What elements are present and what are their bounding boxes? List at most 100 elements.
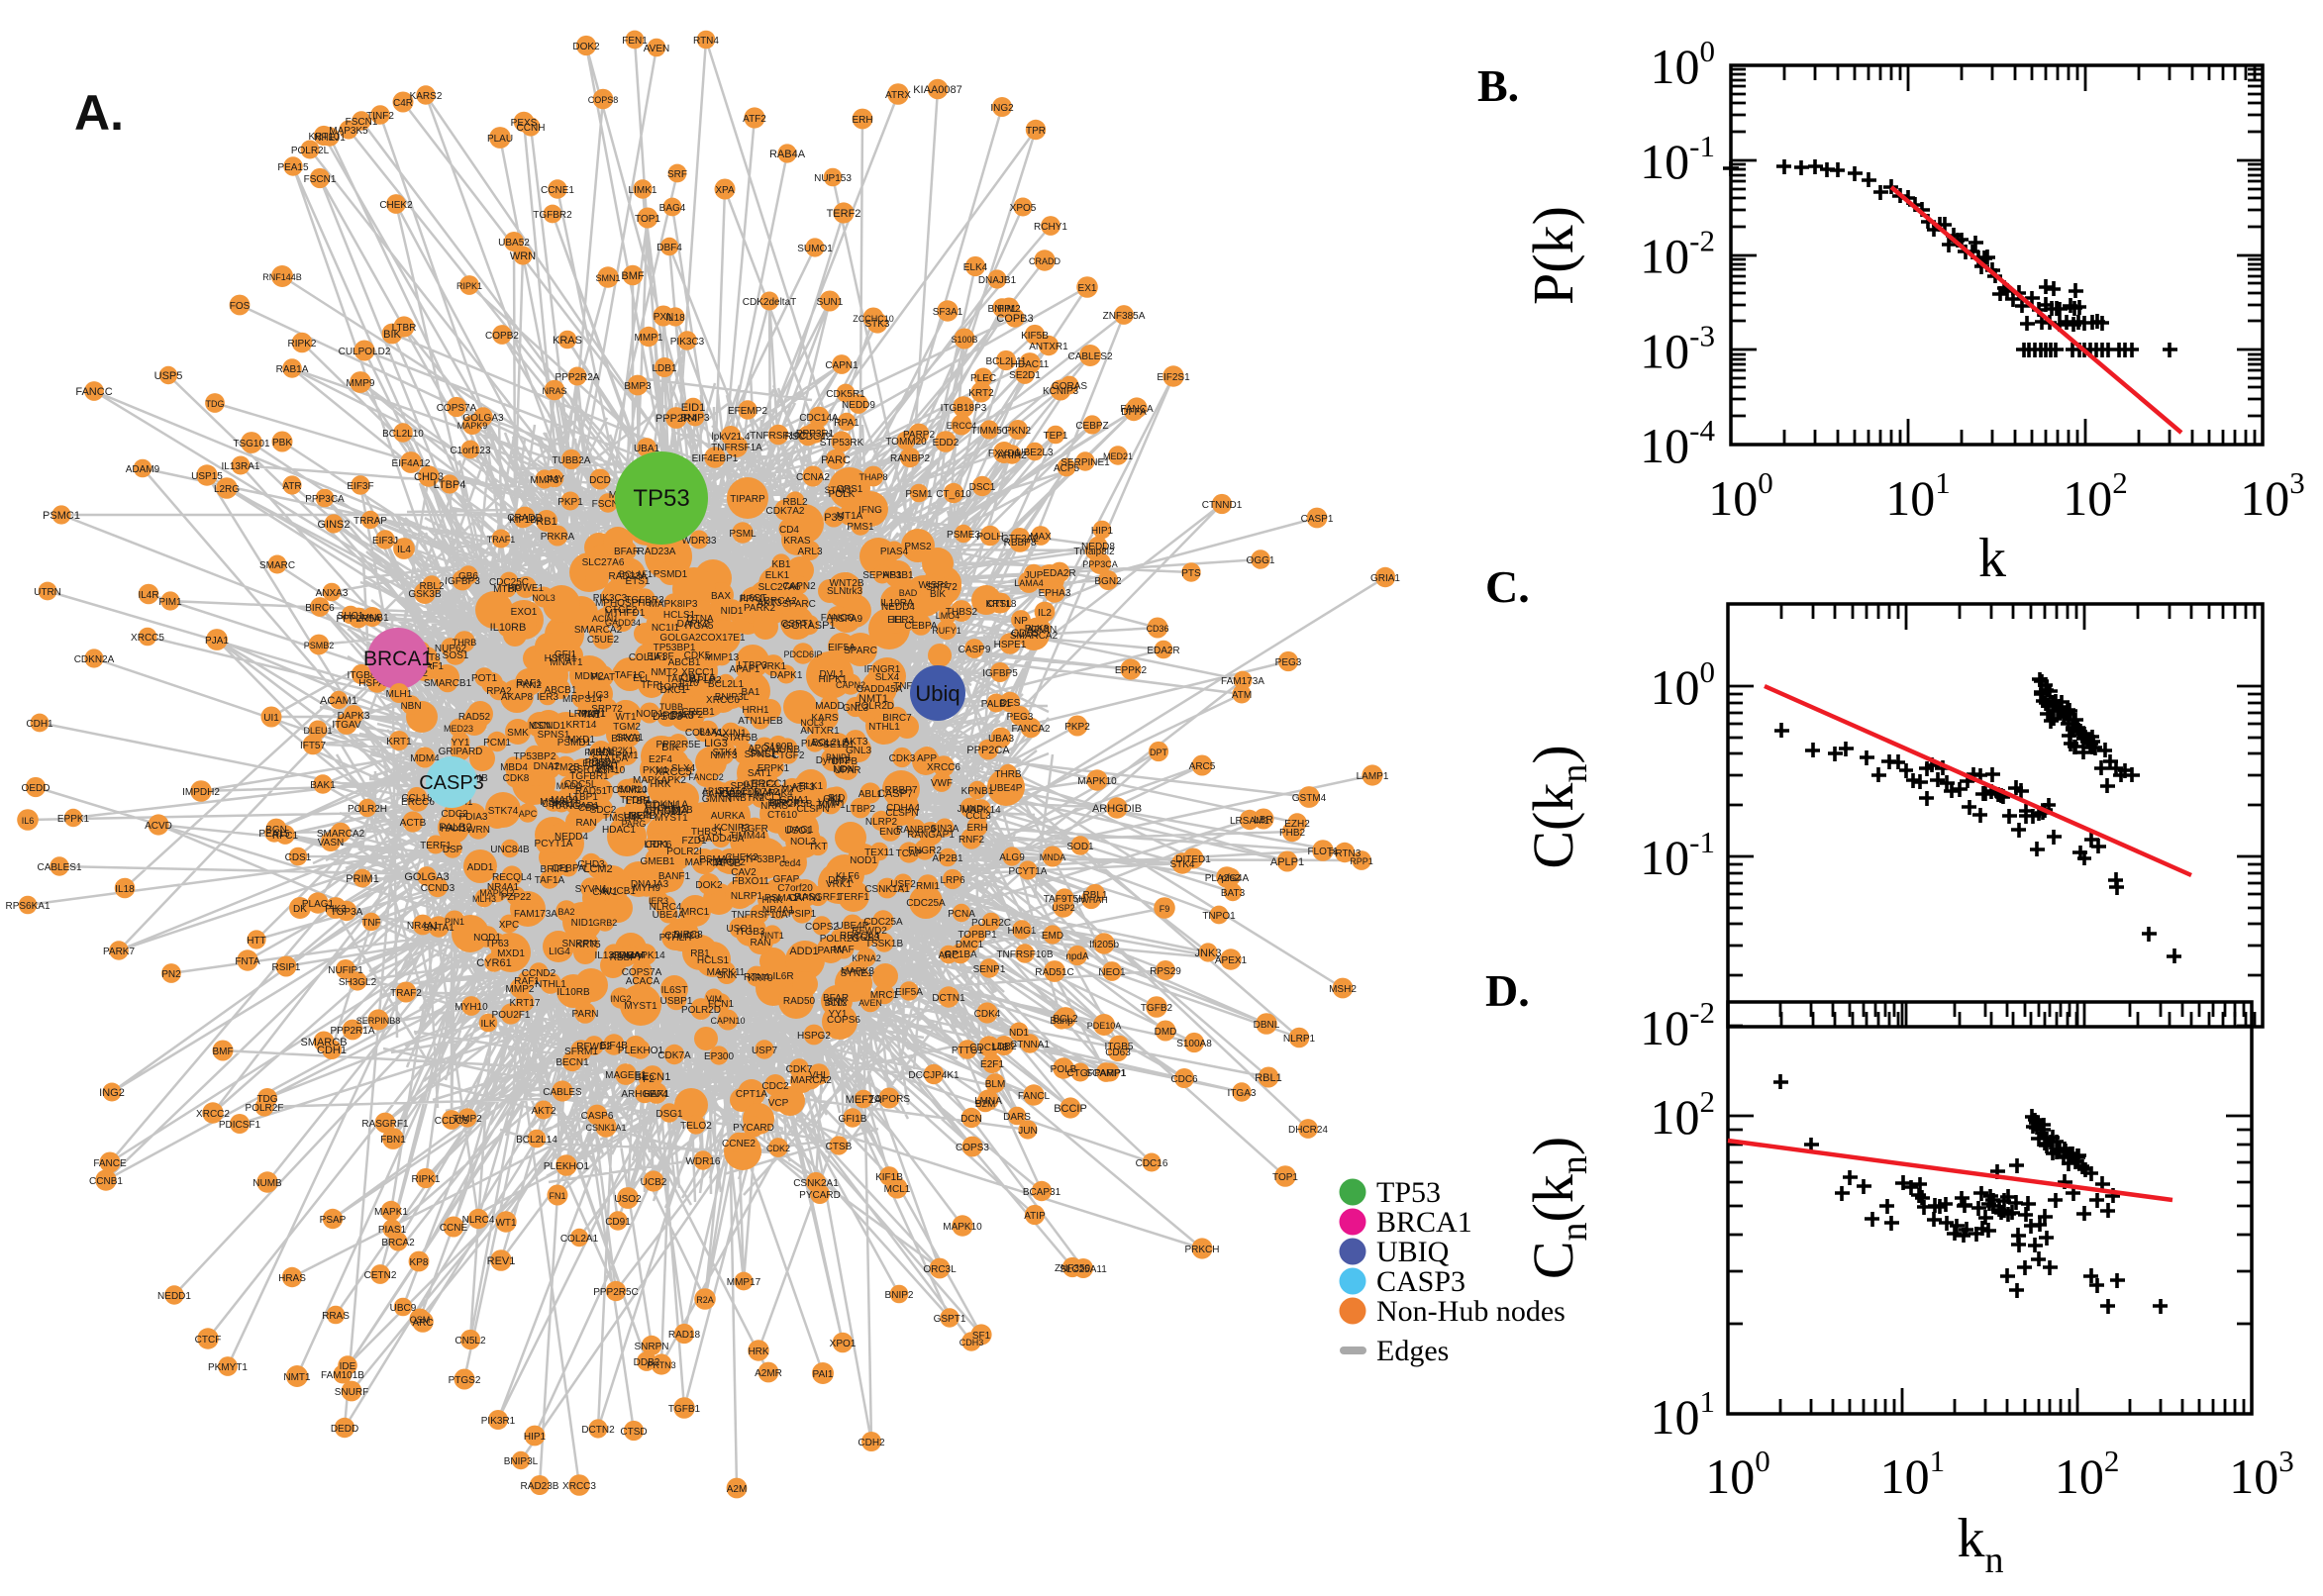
svg-text:PPP3R1: PPP3R1 <box>796 429 835 440</box>
svg-text:ERH: ERH <box>852 115 872 126</box>
svg-text:AVEN: AVEN <box>858 998 882 1008</box>
svg-text:MADD: MADD <box>815 701 844 712</box>
svg-text:PARN: PARN <box>571 1009 598 1020</box>
svg-text:DOK2: DOK2 <box>572 42 600 52</box>
svg-text:BIRC7: BIRC7 <box>882 713 912 724</box>
svg-text:BNIPL: BNIPL <box>988 304 1017 315</box>
svg-text:EIF3F: EIF3F <box>347 481 373 492</box>
svg-text:GNL3: GNL3 <box>843 703 869 714</box>
svg-text:PARP2: PARP2 <box>903 430 935 441</box>
svg-text:GTF2A2: GTF2A2 <box>1001 534 1039 545</box>
svg-text:RECQL4: RECQL4 <box>492 872 532 883</box>
svg-text:SNRPN: SNRPN <box>634 1342 668 1352</box>
svg-text:MADD: MADD <box>556 781 583 791</box>
svg-text:TIMM50: TIMM50 <box>971 426 1008 437</box>
svg-text:EP300: EP300 <box>704 1051 734 1062</box>
svg-text:KB1: KB1 <box>772 559 791 570</box>
svg-text:ITGA5: ITGA5 <box>685 621 714 632</box>
svg-text:RSIP1: RSIP1 <box>272 962 301 973</box>
svg-text:TOP1: TOP1 <box>635 214 660 225</box>
svg-text:IFNG: IFNG <box>858 505 882 516</box>
svg-text:POLR2H: POLR2H <box>348 804 387 815</box>
svg-text:GOLGA2: GOLGA2 <box>659 633 701 644</box>
svg-text:PKP1: PKP1 <box>557 497 583 508</box>
svg-text:KIF1B: KIF1B <box>875 1172 903 1183</box>
svg-text:TGFB1: TGFB1 <box>668 1404 701 1415</box>
svg-text:DMC1: DMC1 <box>956 940 984 950</box>
svg-text:BIRC8: BIRC8 <box>611 734 641 745</box>
svg-text:RBBP7: RBBP7 <box>885 785 918 796</box>
svg-text:BGN: BGN <box>265 825 287 836</box>
svg-text:PPP2R5B: PPP2R5B <box>767 799 812 810</box>
svg-text:PIK3R1: PIK3R1 <box>481 1416 516 1427</box>
svg-text:EFEMP2: EFEMP2 <box>728 406 767 417</box>
svg-text:USP15: USP15 <box>191 471 223 482</box>
svg-text:PJA1: PJA1 <box>205 636 229 647</box>
svg-text:CASP6: CASP6 <box>581 1111 614 1122</box>
svg-text:ACIN1: ACIN1 <box>592 614 619 624</box>
svg-text:JUND: JUND <box>958 804 984 815</box>
svg-text:RECQL4: RECQL4 <box>840 931 879 942</box>
svg-text:ING2: ING2 <box>990 103 1014 114</box>
svg-text:AKT2: AKT2 <box>531 1106 556 1117</box>
svg-text:PDCD6IP: PDCD6IP <box>783 649 822 659</box>
svg-text:KARS2: KARS2 <box>410 91 443 102</box>
svg-text:ITGB5: ITGB5 <box>1105 1042 1134 1052</box>
svg-text:DCCJP4K1: DCCJP4K1 <box>908 1070 960 1081</box>
svg-text:CLSPN: CLSPN <box>796 804 829 815</box>
svg-text:TOMM20: TOMM20 <box>606 785 648 796</box>
svg-text:CTSL: CTSL <box>986 599 1012 610</box>
svg-text:CHD3: CHD3 <box>577 859 605 870</box>
svg-text:RB1: RB1 <box>690 948 710 959</box>
svg-text:TINF2: TINF2 <box>366 111 394 122</box>
svg-text:Tnfaip8l2: Tnfaip8l2 <box>1073 547 1115 557</box>
svg-text:ARL3: ARL3 <box>797 547 822 557</box>
svg-text:RASGRF1: RASGRF1 <box>794 892 842 903</box>
svg-text:USO1: USO1 <box>726 924 754 935</box>
svg-text:CSNK2A1: CSNK2A1 <box>793 1178 839 1189</box>
svg-text:WRN: WRN <box>510 250 536 262</box>
svg-text:ITM2B: ITM2B <box>663 805 693 816</box>
svg-text:SUMO1: SUMO1 <box>797 244 833 254</box>
svg-text:PSML: PSML <box>729 529 757 540</box>
svg-text:TRRAP: TRRAP <box>354 516 387 527</box>
svg-text:JUP: JUP <box>1025 570 1044 581</box>
svg-text:CCNB1: CCNB1 <box>89 1176 123 1187</box>
svg-text:MDM2: MDM2 <box>574 671 604 682</box>
svg-text:OGG1: OGG1 <box>1247 555 1275 566</box>
svg-text:ITGB3: ITGB3 <box>852 933 880 944</box>
svg-text:EIF4EBP1: EIF4EBP1 <box>692 453 739 464</box>
svg-text:PEA15: PEA15 <box>258 829 290 840</box>
svg-text:ZNF385A: ZNF385A <box>1103 311 1146 322</box>
svg-text:BAG4: BAG4 <box>659 203 686 214</box>
svg-text:CAPN10: CAPN10 <box>710 1016 745 1026</box>
svg-text:KIF5B: KIF5B <box>1021 331 1049 342</box>
svg-text:ELK1: ELK1 <box>765 570 790 581</box>
svg-text:RIPK1: RIPK1 <box>412 1174 441 1185</box>
svg-text:RNF2: RNF2 <box>959 835 985 846</box>
svg-text:MYST1: MYST1 <box>655 813 688 824</box>
svg-text:FXYD6: FXYD6 <box>988 449 1021 459</box>
svg-text:KP8: KP8 <box>410 1257 429 1268</box>
svg-text:LAMP1: LAMP1 <box>1357 771 1389 782</box>
svg-text:10-4: 10-4 <box>1640 413 1715 473</box>
svg-text:WT1: WT1 <box>495 1218 517 1229</box>
svg-text:ATN1HEB: ATN1HEB <box>738 716 783 727</box>
svg-text:SLNtrk3: SLNtrk3 <box>827 586 863 597</box>
svg-text:WISP1: WISP1 <box>918 580 950 591</box>
svg-text:DDB2: DDB2 <box>634 1357 660 1368</box>
svg-text:AP1B1: AP1B1 <box>702 786 730 796</box>
svg-text:POLH: POLH <box>976 532 1003 543</box>
svg-text:IL10RA: IL10RA <box>880 598 914 609</box>
svg-text:A2M: A2M <box>727 1484 748 1495</box>
svg-text:DNAJA3: DNAJA3 <box>631 879 669 890</box>
svg-text:PHB2: PHB2 <box>1279 828 1306 839</box>
svg-text:PPP2R4: PPP2R4 <box>656 413 697 425</box>
svg-text:KRT2: KRT2 <box>968 388 994 399</box>
svg-text:IL6ST: IL6ST <box>661 985 688 996</box>
svg-text:MARCA2: MARCA2 <box>790 1075 832 1086</box>
svg-text:MMP13: MMP13 <box>705 652 740 663</box>
svg-text:PSMA1: PSMA1 <box>699 854 733 865</box>
svg-text:ADAM9: ADAM9 <box>126 464 160 475</box>
svg-text:IER3: IER3 <box>892 615 915 626</box>
